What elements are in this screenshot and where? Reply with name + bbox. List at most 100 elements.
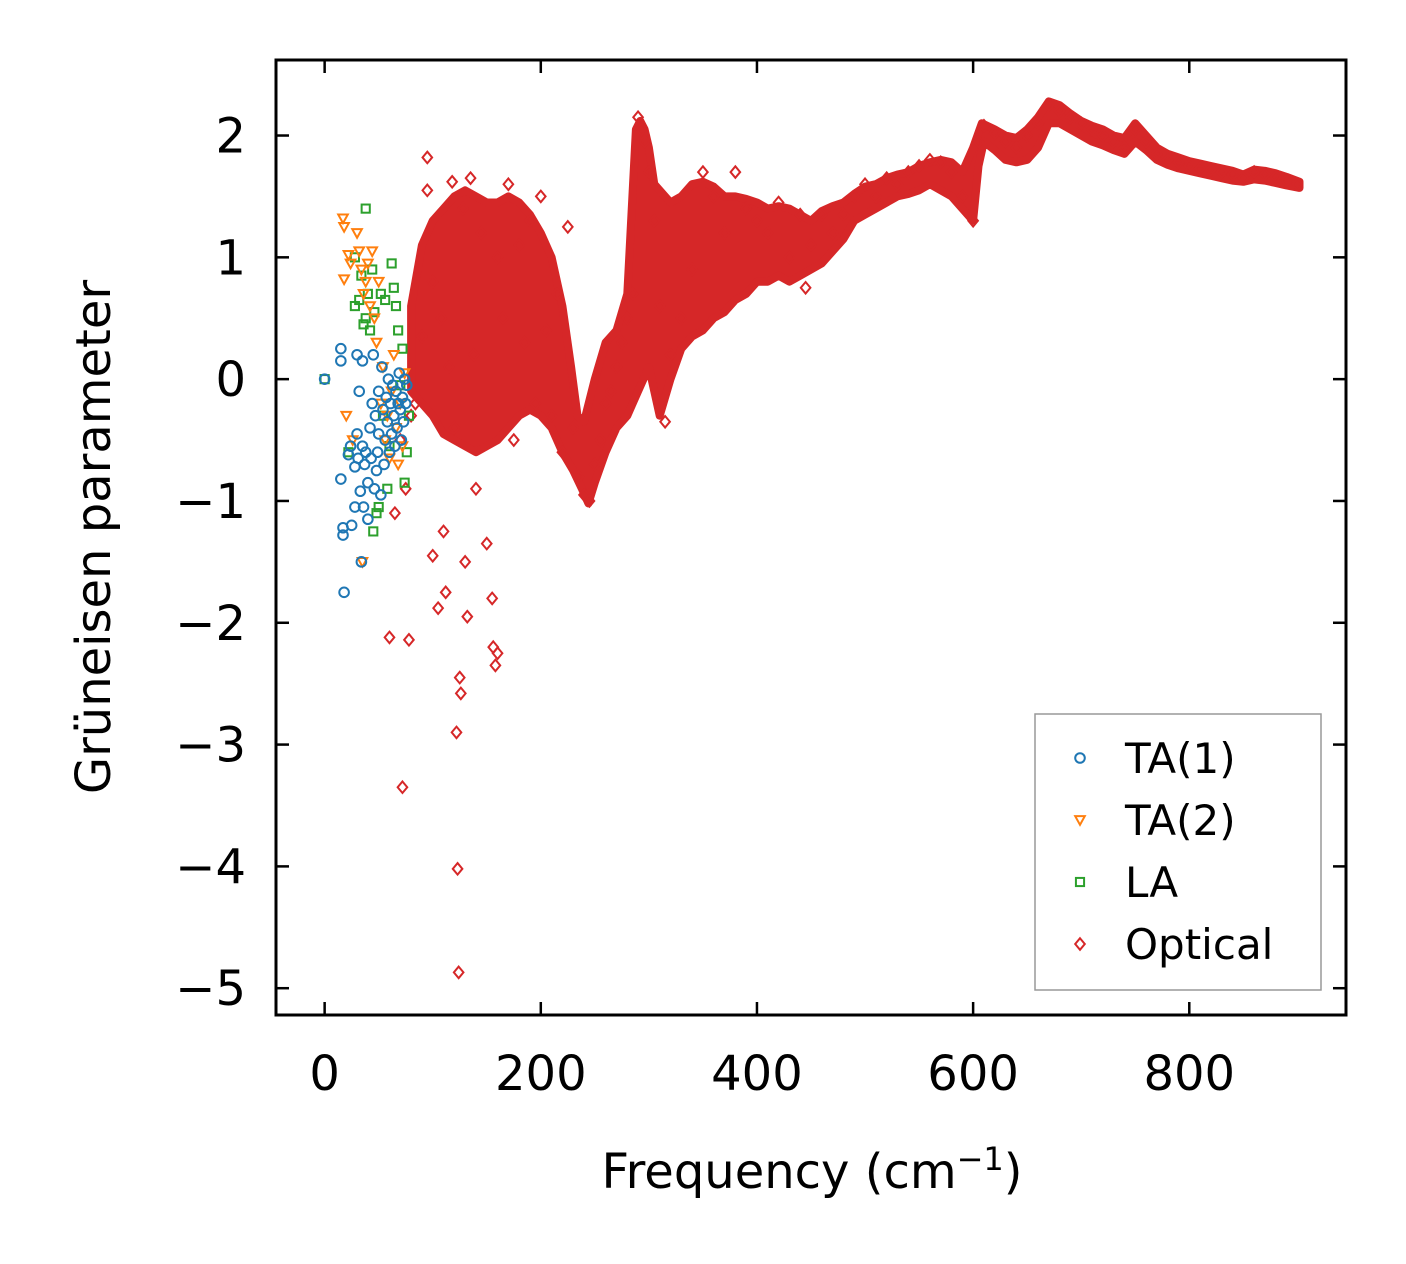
data-point: [388, 282, 399, 293]
data-point: [556, 444, 569, 460]
data-point: [967, 213, 980, 229]
data-point: [421, 183, 434, 198]
data-point: [718, 225, 731, 241]
data-point: [368, 526, 379, 537]
data-point: [357, 501, 370, 513]
data-point: [364, 325, 376, 336]
data-point: [370, 337, 384, 350]
data-point: [409, 396, 422, 411]
data-point: [356, 355, 369, 367]
y-tick-label: −1: [175, 474, 246, 530]
data-point: [567, 420, 580, 436]
data-point: [550, 286, 564, 302]
data-point: [395, 434, 408, 446]
data-point: [594, 432, 607, 448]
plot-frame: [274, 58, 1348, 1017]
data-point: [1075, 116, 1088, 131]
data-point: [365, 452, 377, 465]
data-point: [945, 164, 958, 180]
data-point: [534, 189, 547, 204]
data-point: [453, 670, 466, 685]
data-point: [384, 397, 397, 410]
data-point: [375, 489, 387, 501]
data-point: [1129, 122, 1142, 137]
y-tick-label: 0: [215, 352, 246, 408]
data-point: [772, 195, 785, 210]
data-point: [529, 396, 542, 411]
data-point: [448, 420, 461, 436]
legend-item: TA(1): [1074, 734, 1236, 783]
data-point: [399, 397, 412, 410]
data-point: [496, 310, 510, 326]
data-point: [393, 325, 404, 336]
data-point: [588, 457, 601, 472]
data-point: [826, 225, 839, 241]
data-point: [486, 591, 499, 606]
x-tick-label: 600: [927, 1046, 1019, 1102]
data-point: [364, 422, 376, 434]
legend: TA(1) TA(2) LA Optical: [1034, 713, 1322, 991]
data-point: [362, 476, 374, 489]
data-point: [426, 548, 439, 564]
data-point: [658, 414, 672, 430]
data-point: [583, 493, 596, 509]
data-point: [388, 409, 400, 422]
data-point: [360, 203, 371, 214]
data-point: [1193, 161, 1207, 176]
data-point: [1172, 154, 1185, 170]
legend-marker: [1073, 936, 1087, 952]
data-point: [377, 403, 389, 416]
data-point: [464, 170, 477, 186]
data-point: [366, 397, 378, 410]
x-axis-label: Frequency (cm−1): [601, 1140, 1022, 1200]
data-point: [369, 409, 382, 422]
data-point: [707, 189, 720, 204]
data-point: [604, 384, 618, 399]
ticks-layer: 0 200 400 600 800 2 1 0 −1 −2 −3 −4 −5: [175, 60, 1346, 1102]
data-point: [452, 965, 465, 980]
data-point: [355, 556, 368, 568]
data-point: [379, 434, 391, 446]
data-point: [572, 469, 585, 484]
y-tick-label: −2: [175, 596, 246, 652]
data-point: [365, 246, 379, 259]
data-point: [389, 440, 401, 452]
data-point: [664, 347, 677, 363]
x-tick-label: 800: [1143, 1046, 1235, 1102]
data-point: [507, 432, 520, 448]
data-point: [880, 170, 893, 186]
data-point: [1107, 134, 1120, 149]
data-point: [450, 725, 463, 740]
data-point: [491, 250, 504, 265]
y-tick-label: 2: [215, 109, 246, 165]
data-point: [335, 342, 347, 355]
data-point: [398, 368, 412, 380]
data-point: [686, 262, 699, 277]
data-point: [456, 201, 470, 216]
data-point: [335, 355, 347, 367]
data-point: [1183, 158, 1196, 174]
data-point: [1042, 97, 1055, 113]
data-point: [386, 379, 399, 392]
data-point: [386, 258, 397, 269]
data-point: [615, 335, 628, 350]
data-point: [696, 164, 710, 180]
data-point: [437, 524, 450, 539]
data-point: [740, 201, 753, 216]
legend-frame: [1034, 713, 1322, 991]
data-point: [934, 154, 947, 170]
data-point: [869, 189, 882, 204]
x-axis-label-exponent: −1: [957, 1140, 1004, 1178]
data-point: [402, 632, 416, 648]
data-point: [459, 554, 472, 570]
data-point: [372, 428, 385, 440]
data-point: [396, 779, 409, 795]
data-point: [337, 274, 351, 287]
data-point: [391, 459, 405, 472]
data-point: [361, 258, 375, 271]
data-point: [1215, 164, 1228, 180]
data-point: [648, 213, 661, 229]
y-tick-label: 1: [215, 230, 246, 286]
data-point: [956, 189, 969, 204]
